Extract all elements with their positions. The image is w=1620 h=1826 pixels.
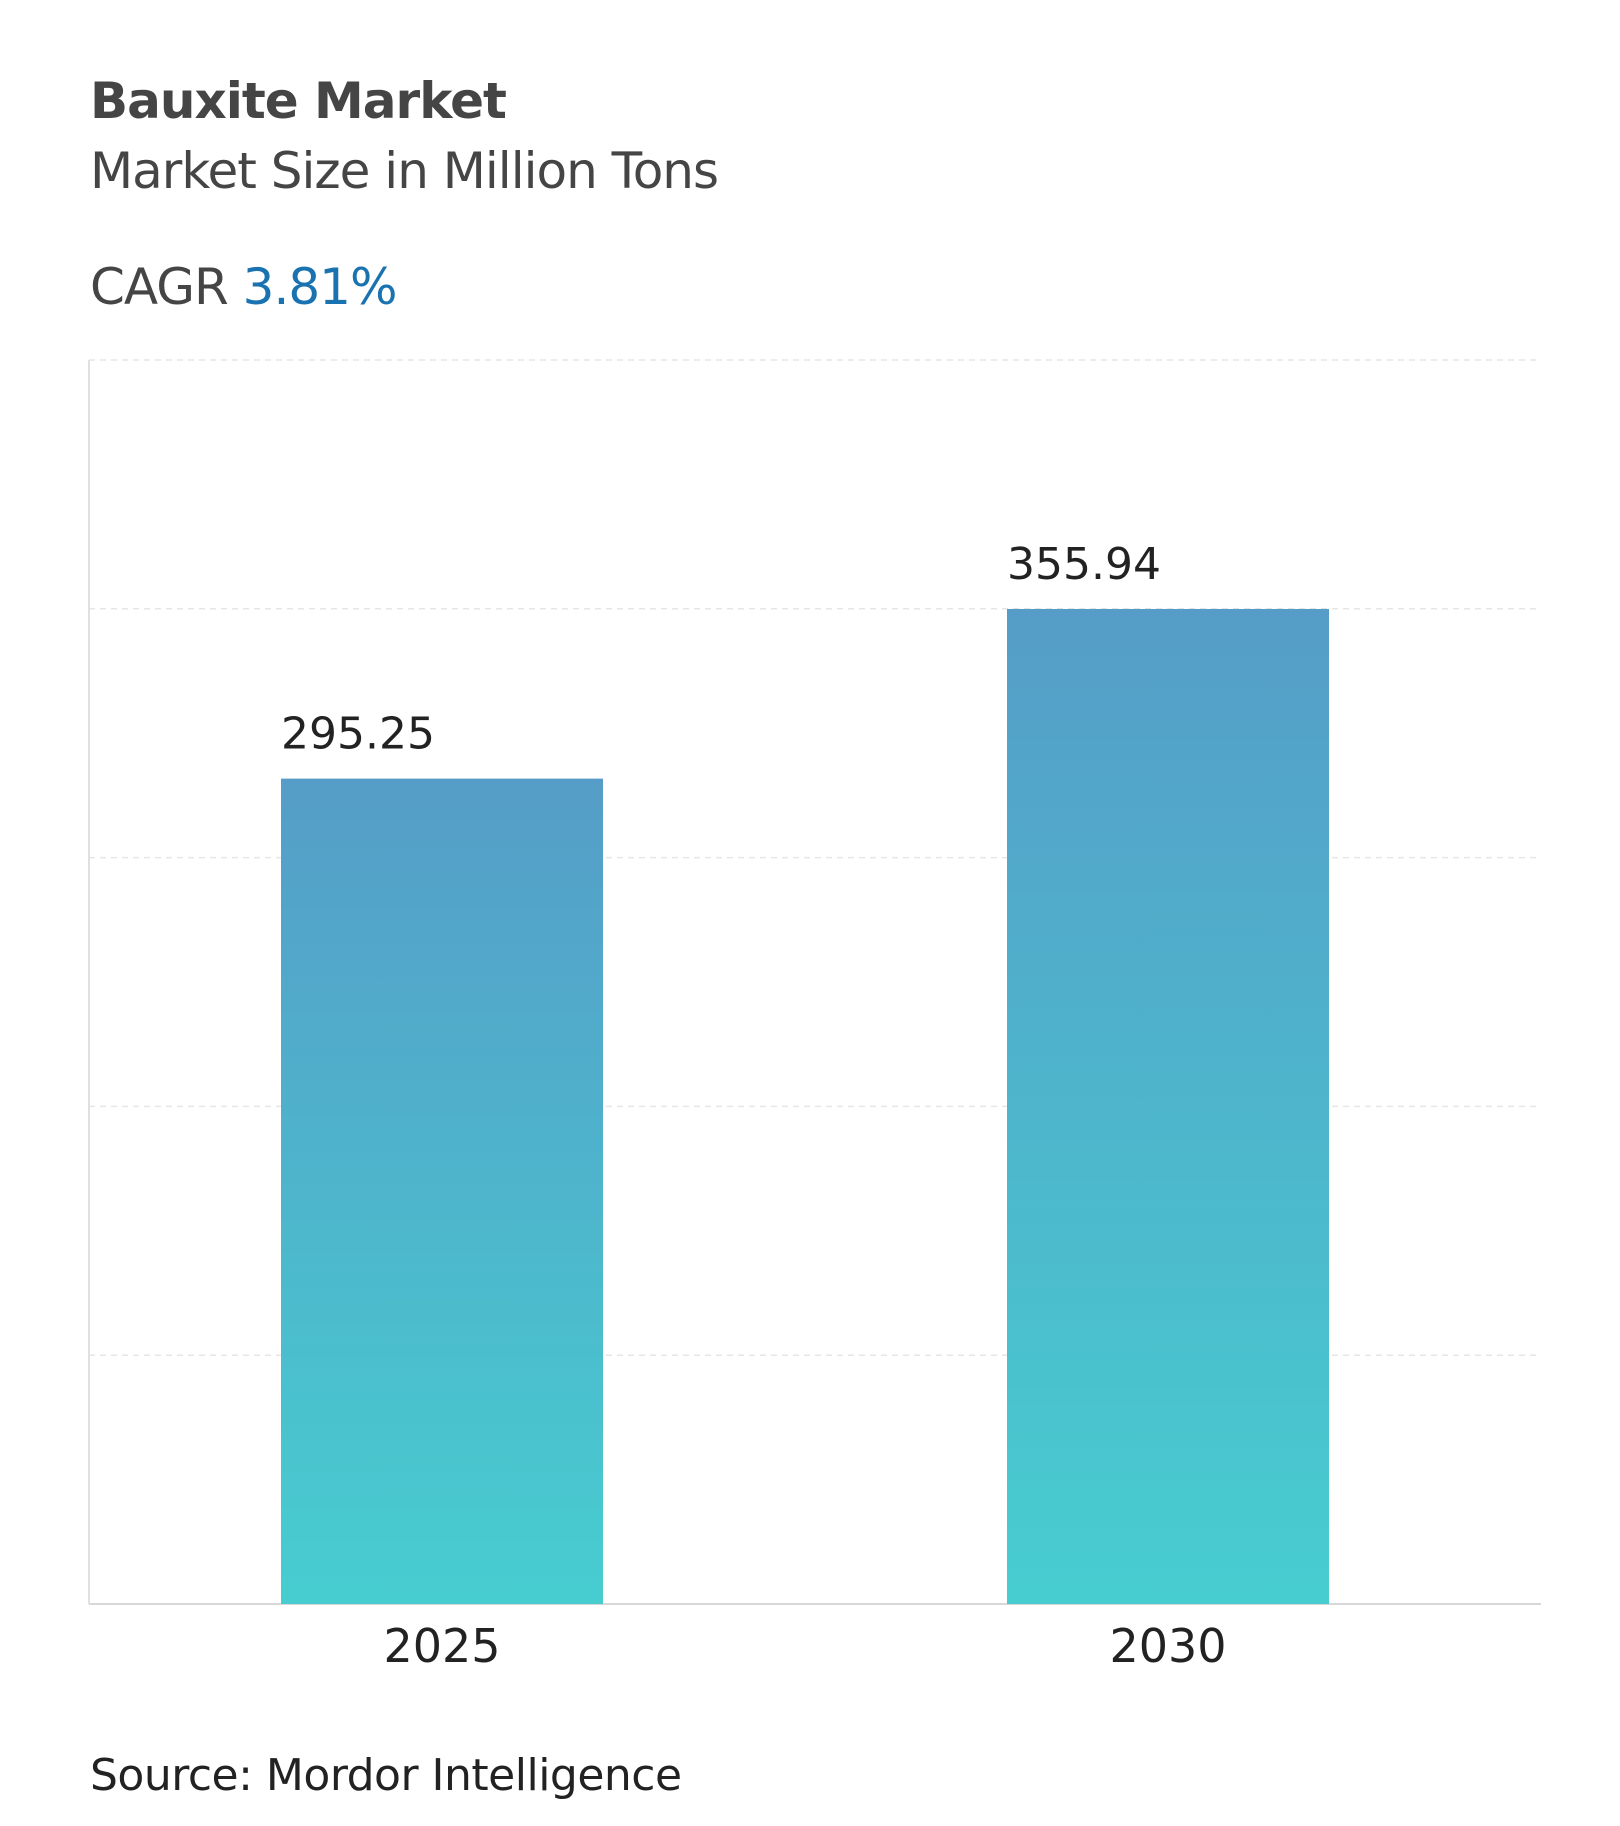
cagr-value: 3.81% xyxy=(242,258,398,316)
bar-2030 xyxy=(1007,608,1329,1604)
cagr: CAGR 3.81% xyxy=(90,258,398,316)
data-label: 295.25 xyxy=(281,709,435,760)
cagr-label: CAGR xyxy=(90,258,229,316)
bar-2025 xyxy=(281,778,603,1604)
chart-title: Bauxite Market xyxy=(90,72,507,130)
chart-subtitle: Market Size in Million Tons xyxy=(90,142,719,200)
x-tick-label: 2025 xyxy=(383,1619,500,1673)
x-tick-label: 2030 xyxy=(1109,1619,1226,1673)
data-label: 355.94 xyxy=(1007,539,1161,590)
source-note: Source: Mordor Intelligence xyxy=(90,1750,682,1801)
